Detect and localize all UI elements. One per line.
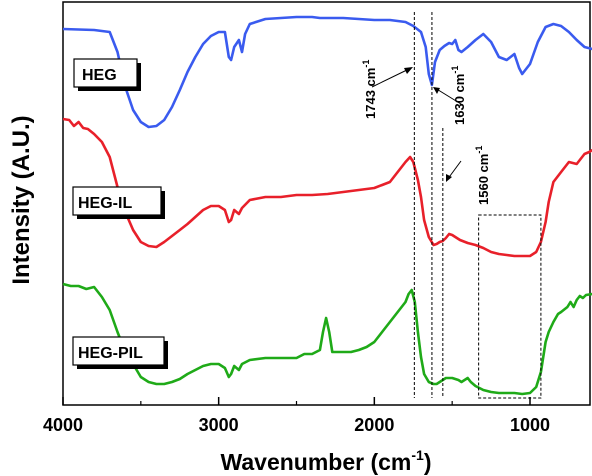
highlight-box xyxy=(478,214,542,399)
arrow-1560-head xyxy=(446,174,452,182)
arrow-1743-head xyxy=(404,67,413,74)
arrow-1630-head xyxy=(433,87,440,94)
x-tick-label-1000: 1000 xyxy=(510,415,550,435)
series-layer xyxy=(62,15,592,396)
series-line-heg-il xyxy=(62,117,592,258)
x-axis-title: Wavenumber (cm-1) xyxy=(221,447,432,475)
label-heg-text: HEG xyxy=(82,67,117,84)
label-heg-pil-text: HEG-PIL xyxy=(78,345,143,362)
y-axis-title: Intensity (A.U.) xyxy=(8,115,35,284)
plot-frame xyxy=(62,1,591,406)
label-heg: HEG xyxy=(73,58,141,91)
arrow-1630 xyxy=(434,87,462,105)
annotation-1560: 1560 cm-1 xyxy=(474,146,491,205)
label-heg-il-text: HEG-IL xyxy=(78,195,132,212)
series-line-heg xyxy=(62,15,592,129)
arrow-1743 xyxy=(371,67,412,88)
annotation-1630: 1630 cm-1 xyxy=(450,66,467,125)
label-heg-pil: HEG-PIL xyxy=(72,336,168,369)
series-line-heg-pil xyxy=(62,282,592,396)
x-tick-label-2000: 2000 xyxy=(354,415,394,435)
annotations: 1743 cm-1 1630 cm-1 1560 cm-1 xyxy=(361,60,491,205)
label-heg-il: HEG-IL xyxy=(72,186,165,219)
x-tick-label-3000: 3000 xyxy=(199,415,239,435)
annotation-1743: 1743 cm-1 xyxy=(361,60,378,119)
x-axis-ticks: 4000 3000 2000 1000 xyxy=(43,397,550,435)
x-tick-label-4000: 4000 xyxy=(43,415,83,435)
reference-lines xyxy=(413,12,444,398)
